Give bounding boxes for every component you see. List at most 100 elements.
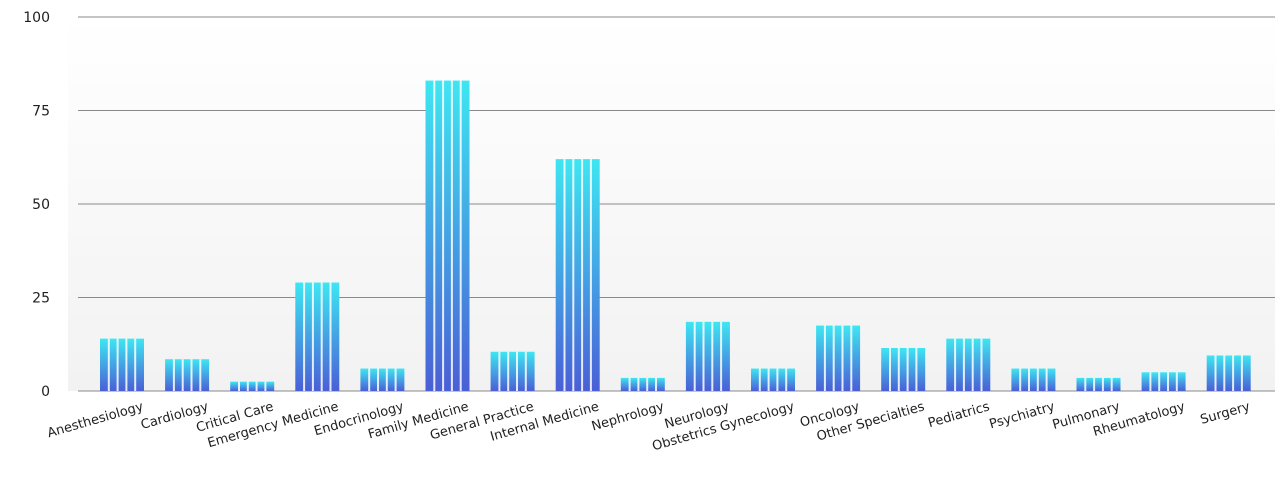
bar-stripe — [785, 368, 788, 391]
bar-stripe — [385, 368, 388, 391]
bar — [165, 359, 210, 391]
bar-stripe — [954, 338, 957, 391]
bar-stripe — [1110, 377, 1113, 391]
bar-stripe — [433, 80, 436, 391]
bar-stripe — [172, 359, 175, 391]
bar-stripe — [702, 321, 705, 391]
bar — [490, 351, 535, 391]
bar — [1206, 355, 1251, 391]
bar-stripe — [507, 351, 510, 391]
bar-stripe — [693, 321, 696, 391]
bar — [295, 282, 340, 391]
bar-stripe — [758, 368, 761, 391]
bar-stripe — [850, 325, 853, 391]
bar-stripe — [589, 159, 592, 391]
bar-general-practice — [490, 351, 535, 391]
bar-stripe — [1093, 377, 1096, 391]
bar-stripe — [628, 377, 631, 391]
bar-stripe — [377, 368, 379, 391]
bar-stripe — [329, 282, 332, 391]
bar — [1076, 377, 1121, 391]
bars — [100, 80, 1251, 391]
bar — [620, 377, 665, 391]
bar-stripe — [199, 359, 202, 391]
bar-stripe — [303, 282, 306, 391]
bar-stripe — [563, 159, 566, 391]
bar-stripe — [459, 80, 462, 391]
bar-stripe — [646, 377, 649, 391]
bar — [685, 321, 730, 391]
bar-stripe — [962, 338, 965, 391]
y-tick-label: 0 — [41, 384, 50, 400]
bar-stripe — [711, 321, 714, 391]
bar-oncology — [816, 325, 861, 391]
y-tick-label: 100 — [23, 10, 50, 26]
y-axis: 0 25 50 75 100 — [23, 10, 50, 400]
bar-stripe — [125, 338, 128, 391]
bar — [1141, 372, 1186, 391]
bar-stripe — [776, 368, 779, 391]
bar-family-medicine — [425, 80, 470, 391]
bar-stripe — [841, 325, 844, 391]
bar-stripe — [581, 159, 584, 391]
bar-stripe — [255, 381, 258, 391]
bar-stripe — [368, 368, 371, 391]
bar-stripe — [181, 359, 184, 391]
bar-stripe — [190, 359, 193, 391]
bar-stripe — [655, 377, 657, 391]
y-tick-label: 50 — [32, 197, 50, 213]
bar-stripe — [1214, 355, 1217, 391]
bar-stripe — [246, 381, 249, 391]
bar-stripe — [394, 368, 397, 391]
bar-rheumatology — [1141, 372, 1186, 391]
bar-stripe — [1084, 377, 1087, 391]
x-tick-label: Pediatrics — [927, 399, 992, 431]
bar-stripe — [823, 325, 826, 391]
bar — [816, 325, 861, 391]
bar — [425, 80, 470, 391]
bar-cardiology — [165, 359, 210, 391]
bar-stripe — [1045, 368, 1048, 391]
y-tick-label: 25 — [32, 291, 50, 307]
bar-stripe — [1175, 372, 1178, 391]
bar-stripe — [1019, 368, 1022, 391]
x-tick-label: Anesthesiology — [46, 399, 146, 441]
x-tick-label: Nephrology — [590, 399, 666, 434]
bar-stripe — [1240, 355, 1243, 391]
bar-stripe — [442, 80, 445, 391]
bar-stripe — [498, 351, 501, 391]
bar-other-specialties — [881, 347, 926, 391]
bar — [881, 347, 926, 391]
bar-stripe — [450, 80, 453, 391]
bar-stripe — [1028, 368, 1030, 391]
bar-stripe — [980, 338, 983, 391]
bar — [946, 338, 991, 391]
bar-stripe — [516, 351, 518, 391]
bar-internal-medicine — [555, 159, 600, 391]
y-tick-label: 75 — [32, 104, 50, 120]
bar-stripe — [1101, 377, 1104, 391]
bar-stripe — [1232, 355, 1235, 391]
bar-pediatrics — [946, 338, 991, 391]
bar-stripe — [116, 338, 119, 391]
bar — [100, 338, 144, 391]
bar-endocrinology — [360, 368, 405, 391]
bar-stripe — [134, 338, 137, 391]
bar-stripe — [915, 347, 918, 391]
x-tick-label: Surgery — [1199, 399, 1252, 428]
bar-stripe — [897, 347, 900, 391]
bar-stripe — [1167, 372, 1169, 391]
bar-stripe — [1036, 368, 1039, 391]
bar — [751, 368, 795, 391]
bar-psychiatry — [1011, 368, 1056, 391]
bar-pulmonary — [1076, 377, 1121, 391]
bar-stripe — [1223, 355, 1226, 391]
bar-stripe — [238, 381, 240, 391]
bar-stripe — [832, 325, 835, 391]
bar-critical-care — [230, 381, 275, 391]
bar-stripe — [264, 381, 267, 391]
bar-stripe — [1158, 372, 1161, 391]
